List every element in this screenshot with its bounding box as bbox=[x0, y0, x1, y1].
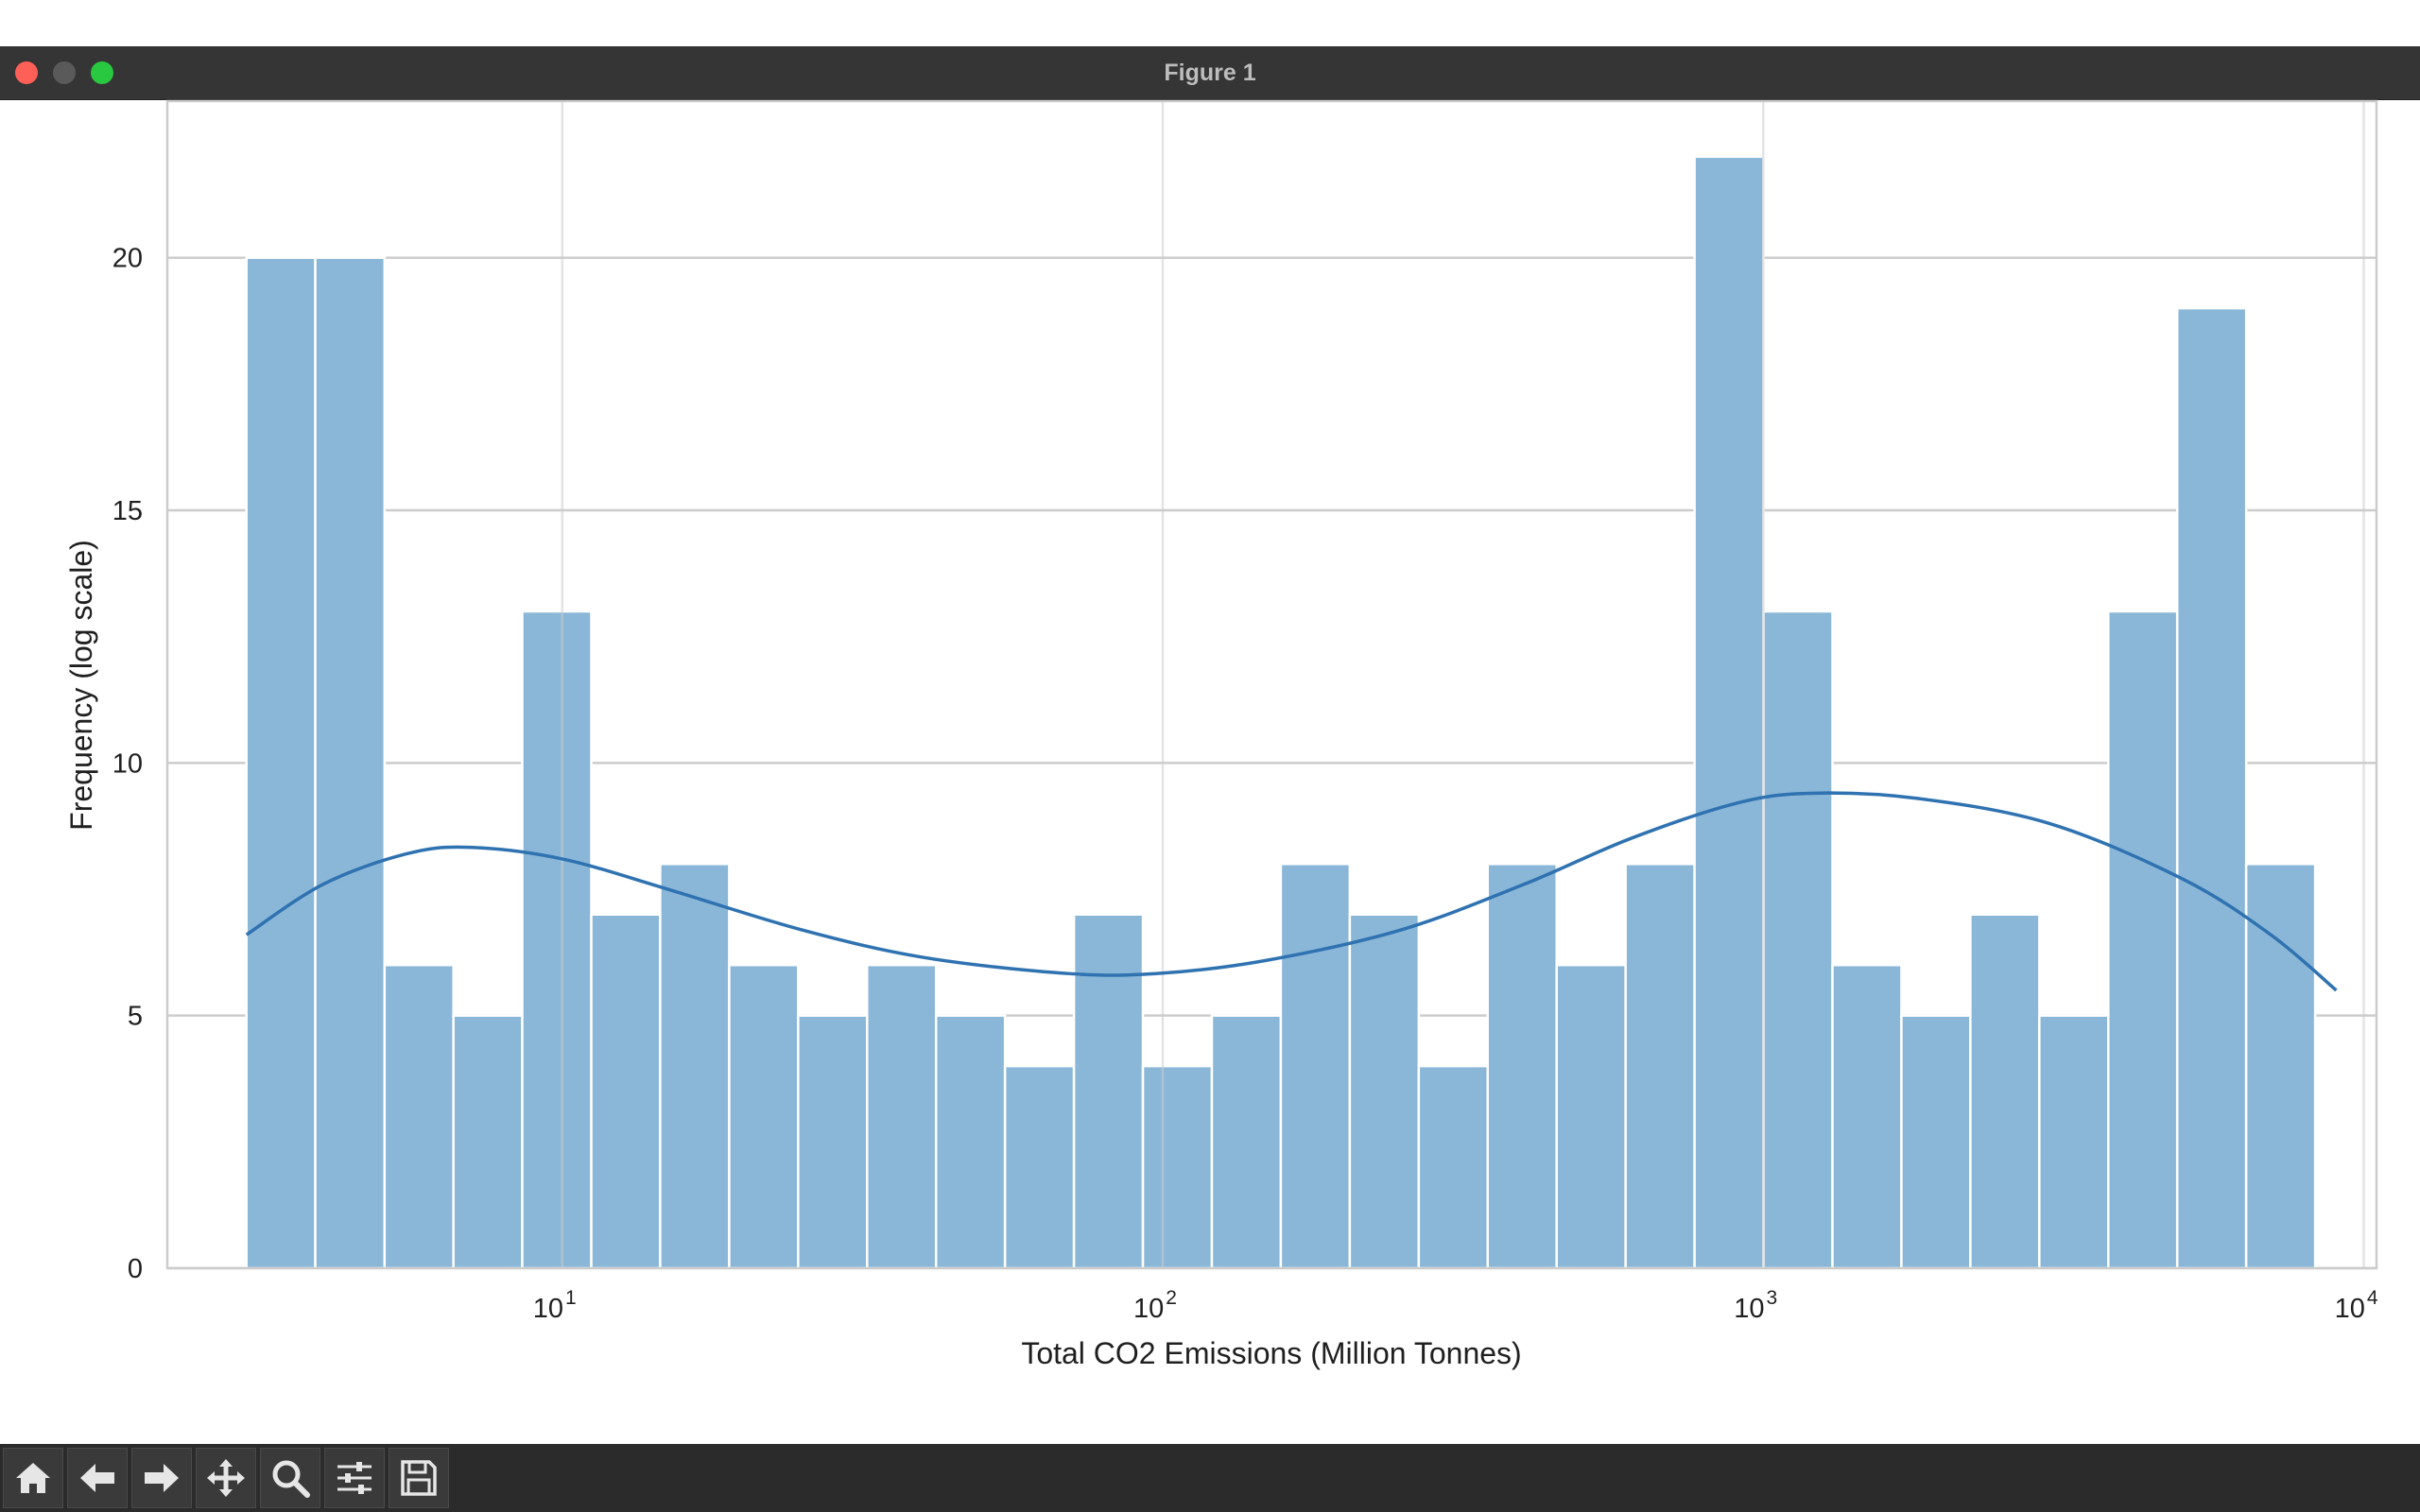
histogram-bar bbox=[1350, 915, 1419, 1268]
y-tick-label: 0 bbox=[128, 1254, 143, 1284]
y-tick-label: 20 bbox=[112, 244, 143, 274]
histogram-bars bbox=[247, 157, 2315, 1268]
histogram-bar bbox=[1419, 1066, 1488, 1268]
histogram-bar bbox=[1005, 1066, 1074, 1268]
zoom-icon bbox=[269, 1457, 311, 1499]
save-icon bbox=[398, 1457, 440, 1499]
histogram-bar bbox=[936, 1016, 1005, 1268]
histogram-bar bbox=[729, 965, 798, 1268]
x-tick-label: 102 bbox=[1133, 1287, 1177, 1324]
histogram-bar bbox=[247, 258, 316, 1268]
home-icon bbox=[12, 1457, 54, 1499]
histogram-bar bbox=[2039, 1016, 2108, 1268]
histogram-bar bbox=[1488, 864, 1557, 1268]
back-arrow-icon bbox=[77, 1457, 118, 1499]
histogram-bar bbox=[2108, 611, 2177, 1268]
pan-icon bbox=[205, 1457, 247, 1499]
zoom-button[interactable] bbox=[260, 1448, 320, 1508]
histogram-bar bbox=[316, 258, 385, 1268]
back-button[interactable] bbox=[67, 1448, 128, 1508]
home-button[interactable] bbox=[3, 1448, 63, 1508]
x-axis-label: Total CO2 Emissions (Million Tonnes) bbox=[1021, 1336, 1521, 1370]
save-button[interactable] bbox=[389, 1448, 449, 1508]
histogram-bar bbox=[1695, 157, 1764, 1268]
y-tick-label: 15 bbox=[112, 496, 143, 526]
x-tick-label: 104 bbox=[2335, 1287, 2378, 1324]
histogram-bar bbox=[1557, 965, 1626, 1268]
histogram-chart: 0 5 10 15 20 101 102 103 104 Total CO2 Emissions… bbox=[0, 0, 2420, 1444]
histogram-bar bbox=[1074, 915, 1143, 1268]
x-tick-label: 103 bbox=[1734, 1287, 1777, 1324]
histogram-bar bbox=[385, 965, 454, 1268]
histogram-bar bbox=[1626, 864, 1695, 1268]
histogram-bar bbox=[1212, 1016, 1281, 1268]
histogram-bar bbox=[660, 864, 729, 1268]
forward-button[interactable] bbox=[131, 1448, 192, 1508]
navigation-toolbar bbox=[0, 1444, 2420, 1512]
histogram-bar bbox=[1901, 1016, 1970, 1268]
y-tick-label: 5 bbox=[128, 1002, 143, 1032]
histogram-bar bbox=[1832, 965, 1901, 1268]
histogram-bar bbox=[1970, 915, 2039, 1268]
histogram-bar bbox=[798, 1016, 867, 1268]
histogram-bar bbox=[454, 1016, 523, 1268]
pan-button[interactable] bbox=[196, 1448, 256, 1508]
forward-arrow-icon bbox=[141, 1457, 182, 1499]
histogram-bar bbox=[2177, 308, 2246, 1268]
histogram-bar bbox=[1143, 1066, 1212, 1268]
histogram-bar bbox=[592, 915, 661, 1268]
histogram-bar bbox=[1764, 611, 1833, 1268]
histogram-bar bbox=[522, 611, 591, 1268]
configure-subplots-button[interactable] bbox=[324, 1448, 385, 1508]
y-axis-label: Frequency (log scale) bbox=[64, 540, 98, 831]
histogram-bar bbox=[1281, 864, 1350, 1268]
y-tick-label: 10 bbox=[112, 748, 143, 779]
x-tick-label: 101 bbox=[533, 1287, 577, 1324]
configure-subplots-icon bbox=[334, 1457, 375, 1499]
histogram-bar bbox=[867, 965, 936, 1268]
